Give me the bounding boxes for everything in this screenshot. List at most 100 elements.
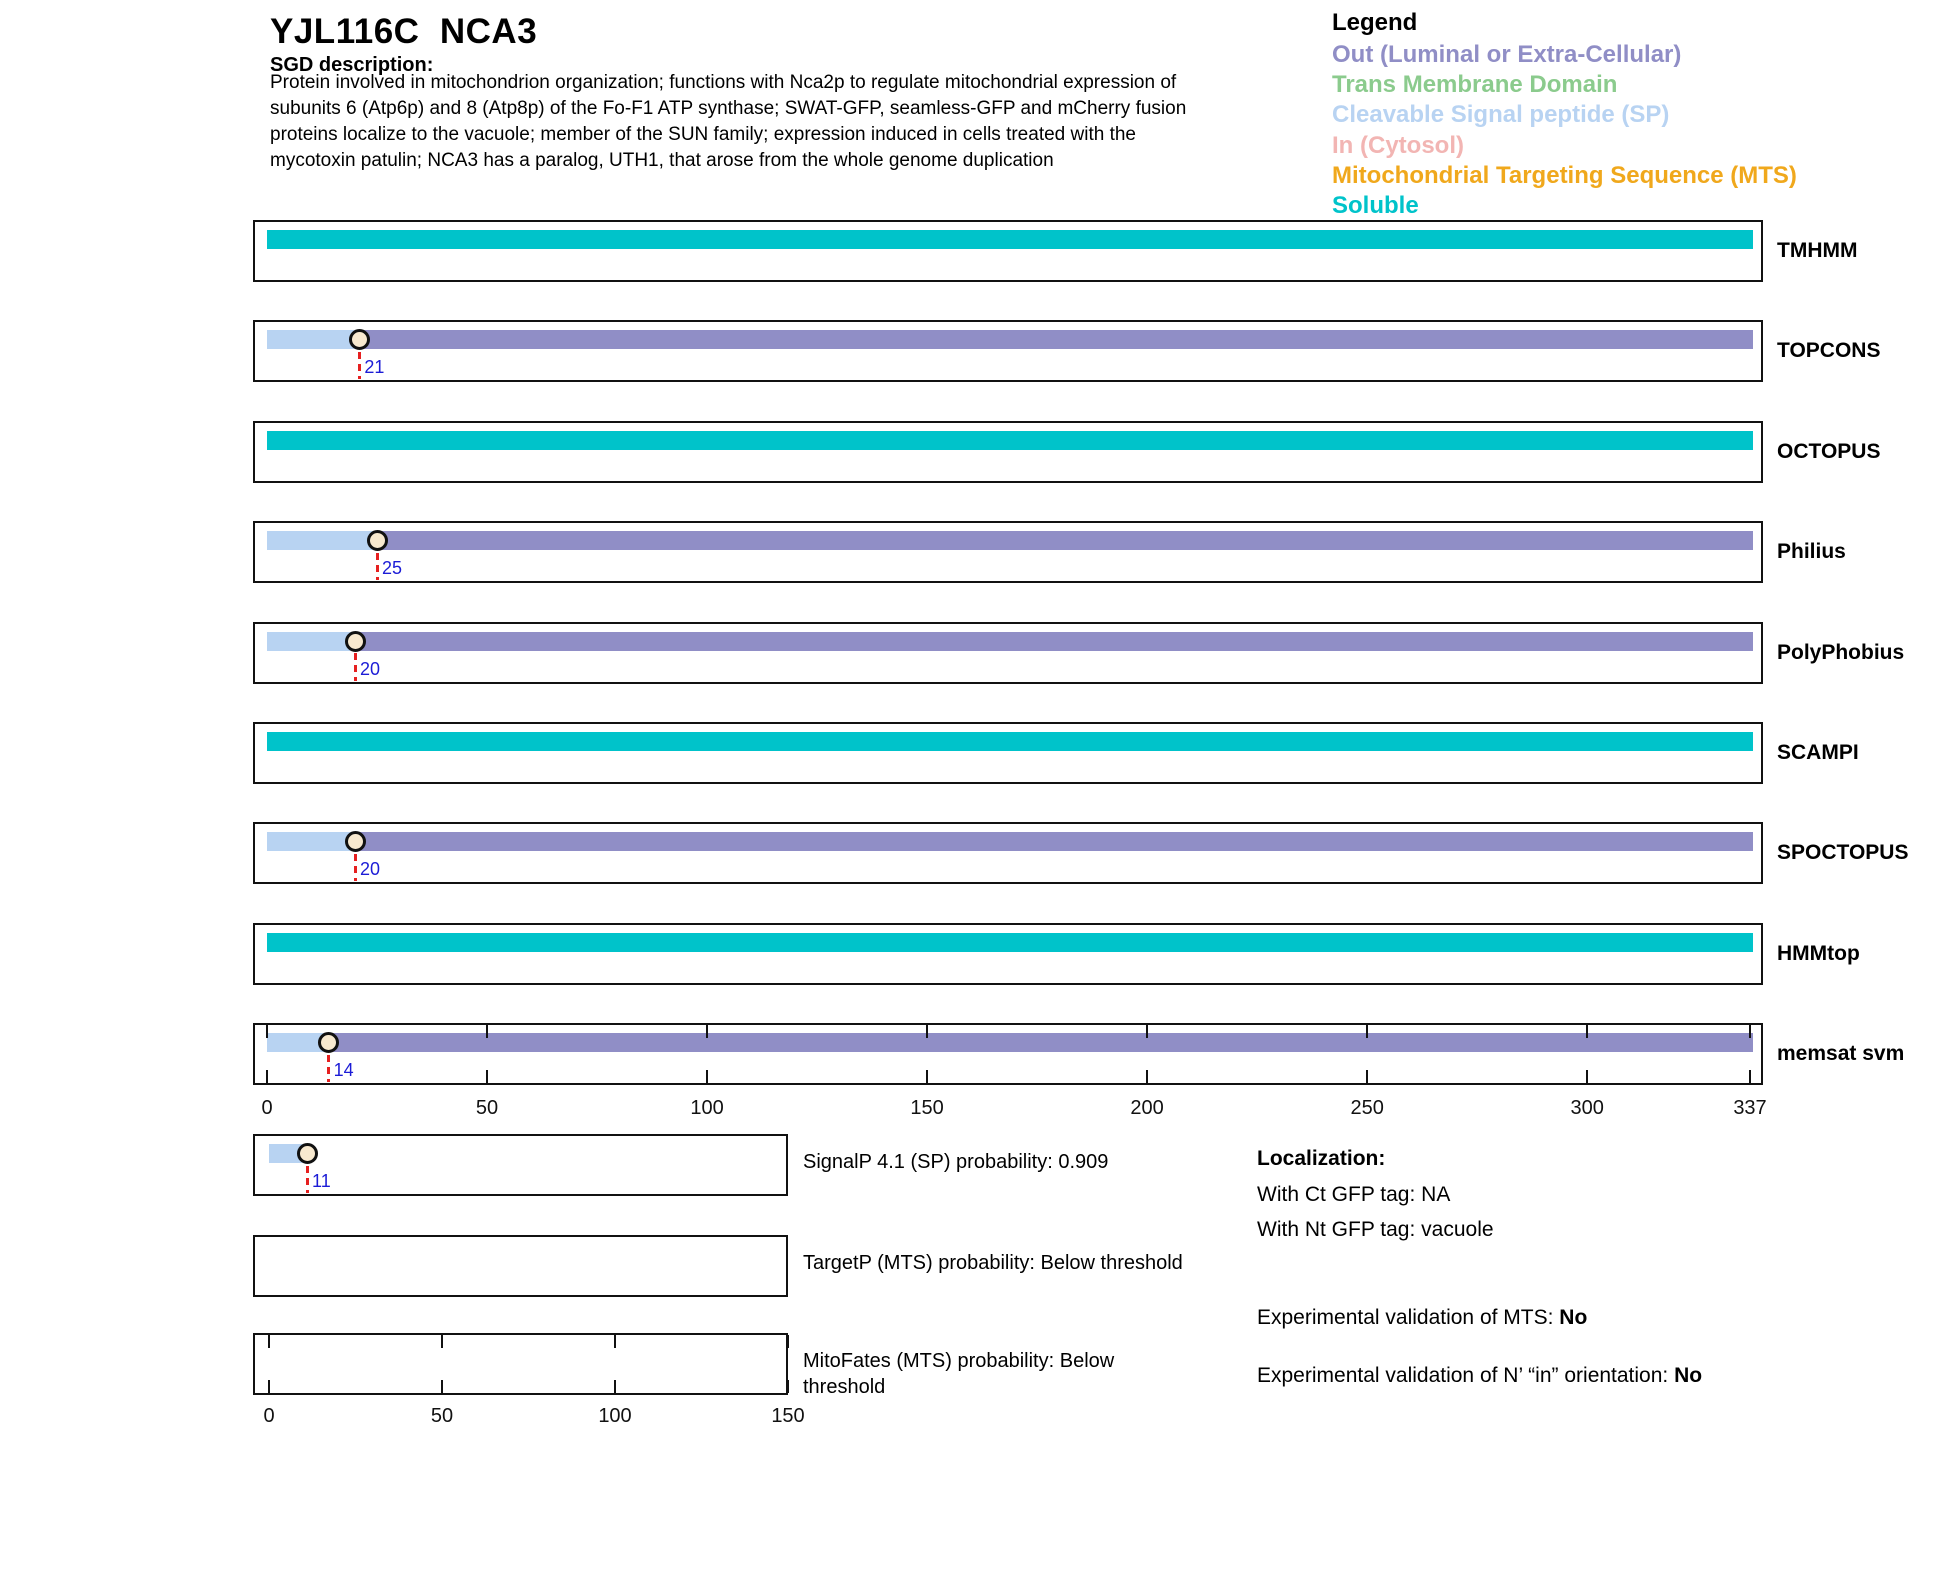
axis-tick	[1749, 1025, 1751, 1039]
axis-tick-label: 250	[1350, 1097, 1384, 1120]
axis-tick	[268, 1380, 270, 1393]
legend-item-5: Soluble	[1332, 192, 1419, 219]
axis-tick	[1146, 1025, 1149, 1039]
segment-out	[359, 330, 1753, 350]
sgd-description-text: Protein involved in mitochondrion organi…	[270, 72, 1187, 171]
axis-tick-label: 0	[263, 1405, 275, 1427]
axis-tick	[787, 1380, 789, 1393]
axis-tick	[706, 1070, 709, 1084]
track-label-spoctopus: SPOCTOPUS	[1777, 841, 1909, 865]
track-label-philius: Philius	[1777, 540, 1846, 564]
track-label-topcons: TOPCONS	[1777, 339, 1881, 363]
localization-title: Localization:	[1257, 1147, 1386, 1170]
axis-tick	[926, 1025, 929, 1039]
cut-site-label: 11	[312, 1171, 331, 1191]
cut-site-marker	[344, 831, 366, 853]
axis-tick-label: 200	[1130, 1097, 1164, 1120]
axis-tick	[1366, 1025, 1369, 1039]
track-label-polyphobius: PolyPhobius	[1777, 640, 1905, 664]
axis-tick	[926, 1070, 929, 1084]
mts-validation-label: Experimental validation of MTS:	[1257, 1306, 1560, 1329]
axis-tick	[706, 1025, 709, 1039]
track-label-tmhmm: TMHMM	[1777, 239, 1858, 262]
axis-tick	[1586, 1025, 1589, 1039]
cut-site-marker	[296, 1143, 318, 1164]
axis-tick-label: 50	[475, 1097, 499, 1120]
cut-site-marker	[318, 1032, 340, 1054]
axis-tick	[787, 1335, 789, 1348]
axis-tick	[266, 1025, 268, 1039]
orientation-validation-value: No	[1674, 1364, 1703, 1387]
segment-soluble	[267, 430, 1753, 450]
cut-site-line	[353, 641, 357, 681]
segment-out	[377, 531, 1753, 551]
mitofates-result-label: MitoFates (MTS) probability: Below thres…	[803, 1350, 1115, 1398]
axis-tick-label: 150	[771, 1405, 805, 1427]
axis-tick-label: 337	[1733, 1097, 1767, 1120]
cut-site-label: 21	[364, 357, 385, 378]
mts-validation-line: Experimental validation of MTS: No	[1257, 1306, 1587, 1330]
track-label-hmmtop: HMMtop	[1777, 941, 1860, 965]
cut-site-line	[327, 1042, 331, 1083]
segment-sp	[267, 330, 360, 350]
page-title: YJL116C NCA3	[270, 12, 538, 51]
axis-tick	[268, 1335, 270, 1348]
track-box	[253, 1333, 788, 1395]
segment-soluble	[267, 732, 1753, 751]
segment-sp	[267, 1033, 329, 1053]
axis-tick	[1146, 1070, 1149, 1084]
ct-gfp-tag-line: With Ct GFP tag: NA	[1257, 1183, 1451, 1206]
legend-title: Legend	[1332, 9, 1418, 36]
axis-tick-label: 0	[261, 1097, 273, 1120]
legend-item-1: Trans Membrane Domain	[1332, 71, 1618, 99]
segment-out	[328, 1033, 1753, 1053]
track-label-memsat-svm: memsat svm	[1777, 1042, 1905, 1066]
axis-tick-label: 150	[910, 1097, 944, 1120]
axis-tick	[266, 1070, 268, 1084]
legend-item-0: Out (Luminal or Extra-Cellular)	[1332, 41, 1682, 68]
axis-tick	[1749, 1070, 1751, 1084]
axis-tick-label: 100	[690, 1097, 724, 1120]
cut-site-line	[375, 540, 379, 581]
track-box	[253, 1235, 788, 1297]
axis-tick	[441, 1335, 443, 1348]
segment-sp	[267, 832, 355, 852]
axis-tick-label: 300	[1570, 1097, 1604, 1120]
cut-site-label: 25	[382, 558, 403, 579]
orientation-validation-label: Experimental validation of N’ “in” orien…	[1257, 1364, 1675, 1387]
axis-tick	[441, 1380, 443, 1393]
axis-tick-label: 100	[598, 1405, 632, 1427]
mts-validation-value: No	[1559, 1306, 1588, 1329]
cut-site-line	[357, 339, 361, 380]
axis-tick	[486, 1025, 489, 1039]
nt-gfp-tag-line: With Nt GFP tag: vacuole	[1257, 1218, 1494, 1241]
cut-site-marker	[344, 630, 366, 652]
cut-site-label: 20	[360, 859, 381, 880]
legend-item-2: Cleavable Signal peptide (SP)	[1332, 101, 1670, 129]
sgd-description-label: SGD description:	[270, 54, 434, 76]
track-label-octopus: OCTOPUS	[1777, 439, 1881, 463]
axis-tick	[1366, 1070, 1369, 1084]
legend-item-3: In (Cytosol)	[1332, 131, 1464, 159]
signalp-result-label: SignalP 4.1 (SP) probability: 0.909	[803, 1151, 1109, 1173]
cut-site-marker	[348, 329, 370, 351]
axis-tick-label: 50	[430, 1405, 454, 1427]
segment-sp	[267, 531, 377, 551]
segment-out	[355, 832, 1753, 852]
legend-item-4: Mitochondrial Targeting Sequence (MTS)	[1332, 161, 1797, 189]
cut-site-marker	[366, 530, 388, 552]
cut-site-line	[353, 841, 357, 882]
targetp-result-label: TargetP (MTS) probability: Below thresho…	[803, 1252, 1183, 1274]
cut-site-line	[305, 1153, 309, 1193]
segment-sp	[267, 631, 355, 651]
axis-tick	[614, 1335, 616, 1348]
segment-soluble	[267, 932, 1753, 952]
axis-tick	[614, 1380, 616, 1393]
cut-site-label: 20	[360, 658, 381, 679]
track-label-scampi: SCAMPI	[1777, 741, 1859, 764]
orientation-validation-line: Experimental validation of N’ “in” orien…	[1257, 1364, 1702, 1388]
axis-tick	[486, 1070, 489, 1084]
track-box	[253, 1134, 788, 1196]
cut-site-label: 14	[333, 1060, 354, 1081]
